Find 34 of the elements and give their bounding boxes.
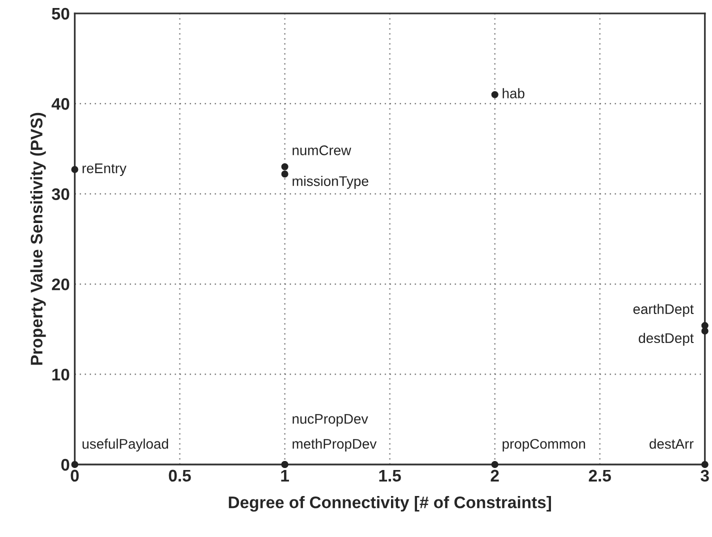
point	[281, 170, 288, 178]
annotation: missionType	[292, 176, 368, 189]
annotation: hab	[502, 88, 524, 98]
y-tick-label: 10	[52, 368, 70, 380]
x-tick-label: 3	[700, 470, 709, 482]
point	[71, 460, 78, 468]
y-tick-label: 30	[52, 188, 70, 200]
annotation: usefulPayload	[82, 438, 168, 452]
point	[701, 460, 708, 468]
point	[71, 166, 78, 174]
annotation: earthDept	[633, 304, 694, 317]
x-axis-title: Degree of Connectivity [# of Constraints]	[228, 496, 551, 512]
x-tick-label: 1	[281, 470, 289, 482]
x-tick-label: 0.5	[168, 470, 191, 482]
annotation: destDept	[638, 332, 694, 346]
point	[491, 460, 498, 468]
y-tick-label: 0	[61, 458, 70, 471]
annotation: methPropDev	[292, 438, 377, 452]
x-tick-label: 2	[490, 470, 499, 482]
y-tick-label: 50	[52, 8, 70, 20]
x-tick-label: 1.5	[379, 470, 401, 482]
point	[491, 91, 498, 98]
point	[701, 327, 708, 334]
annotation: numCrew	[292, 145, 352, 156]
y-tick-label: 40	[52, 98, 70, 110]
annotation: nucPropDev	[292, 414, 368, 427]
y-axis-title: Property Value Sensitivity (PVS)	[30, 112, 46, 365]
x-tick-label: 2.5	[588, 470, 611, 482]
annotation: propCommon	[502, 438, 586, 452]
x-tick-label: 0	[70, 470, 79, 482]
y-tick-label: 20	[52, 278, 70, 290]
annotation: destArr	[650, 438, 694, 449]
annotation: reEntry	[82, 164, 126, 176]
point	[281, 163, 288, 170]
